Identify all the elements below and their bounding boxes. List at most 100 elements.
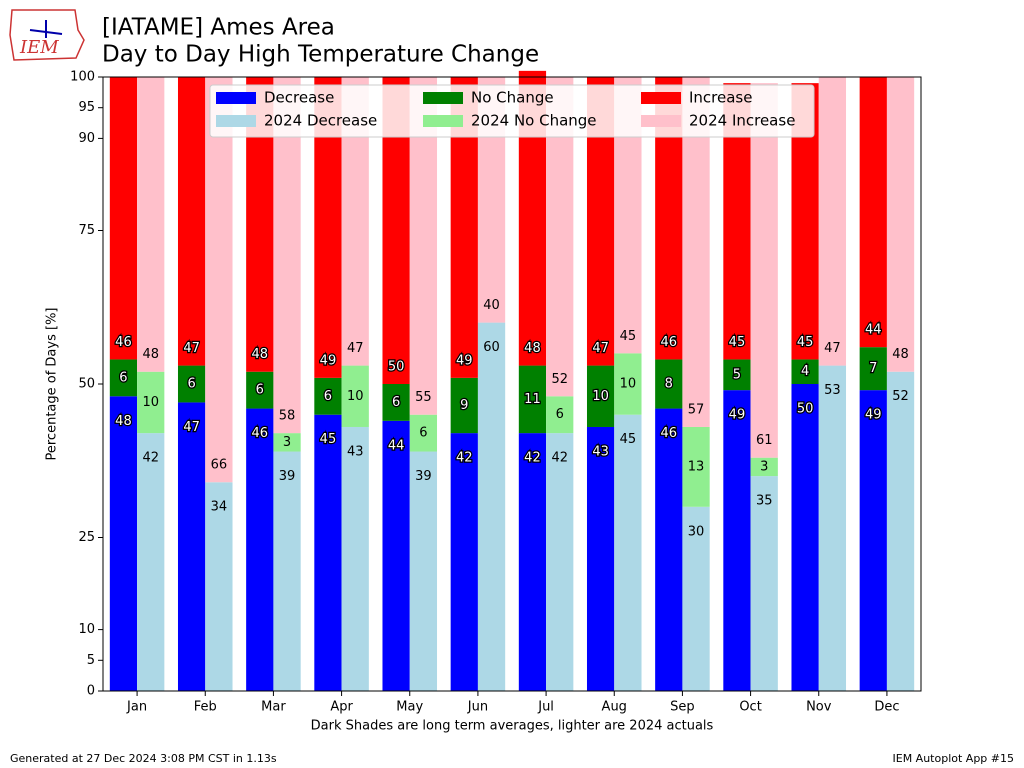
x-tick-label: Jun [467,700,488,715]
bar-segment [586,365,615,427]
data-label: 46 [661,335,678,350]
bar-segment [682,426,710,507]
legend-swatch [216,92,256,104]
y-tick-label: 95 [78,100,95,115]
legend: Decrease 2024 Decrease No Change 2024 No Ch… [209,84,815,138]
data-label: 13 [688,459,705,474]
bar-segment [137,371,165,434]
bar-segment [273,451,301,691]
y-tick-label: 100 [70,70,95,85]
data-label: 6 [556,407,564,422]
bar-segment [450,433,478,691]
plot-area: 05102550759095100Jan48646421048Feb476473… [70,70,915,715]
legend-swatch [423,115,463,127]
data-label: 11 [524,392,541,407]
data-label: 55 [415,390,432,405]
data-label: 45 [320,432,337,447]
bar-segment [137,77,165,372]
data-label: 47 [183,420,200,435]
footer-right: IEM Autoplot App #15 [893,752,1015,765]
bar-segment [750,457,778,477]
x-tick-label: May [396,700,423,715]
data-label: 48 [252,347,269,362]
x-tick-label: Nov [806,700,832,715]
data-label: 10 [620,377,637,392]
x-tick-label: Sep [670,700,695,715]
bar-segment [518,433,547,691]
data-label: 10 [592,389,609,404]
data-label: 66 [211,458,228,473]
data-label: 8 [665,377,673,392]
bar-segment [750,83,778,458]
data-label: 6 [187,377,195,392]
legend-text: Increase [689,89,752,107]
data-label: 6 [119,370,127,385]
data-label: 6 [419,426,427,441]
bar-segment [886,77,915,372]
x-tick-label: Mar [261,700,286,715]
bar-segment [723,390,751,691]
data-label: 48 [115,414,132,429]
x-tick-label: Feb [194,700,217,715]
bar-segment [586,426,615,691]
data-label: 10 [347,389,364,404]
bar-segment [246,371,274,409]
data-label: 57 [688,402,705,417]
data-label: 45 [729,335,746,350]
legend-text: 2024 No Change [471,112,597,130]
bar-segment [450,377,478,434]
data-label: 3 [283,435,291,450]
y-tick-label: 5 [87,653,95,668]
data-label: 46 [115,335,132,350]
y-tick-label: 75 [78,223,95,238]
bar-segment [791,359,819,384]
legend-text: 2024 Increase [689,112,795,130]
x-tick-label: Aug [602,700,627,715]
bar-segment [859,390,887,691]
chart-subtitle: Day to Day High Temperature Change [102,42,539,68]
data-label: 4 [801,364,809,379]
logo-text: IEM [19,37,59,58]
footer-left: Generated at 27 Dec 2024 3:08 PM CST in … [10,752,277,765]
bar-segment [655,359,683,409]
data-label: 6 [392,395,400,410]
data-label: 34 [211,500,228,515]
legend-text: 2024 Decrease [264,112,377,130]
bar-segment [546,396,574,434]
data-label: 5 [733,367,741,382]
bar-segment [655,408,683,691]
bar-segment [682,506,710,691]
legend-text: Decrease [264,89,334,107]
bar-segment [791,384,819,691]
bar-segment [859,77,887,348]
bar-segment [137,433,165,691]
axes-frame [102,76,922,692]
bar-segment [818,77,847,366]
data-label: 47 [347,341,364,356]
x-tick-label: Oct [739,700,761,715]
y-axis-label: Percentage of Days [%] [45,308,60,461]
bar-segment [177,365,206,403]
data-label: 50 [388,360,405,375]
data-label: 47 [824,341,841,356]
bar-segment [382,420,410,691]
bar-segment [273,433,301,452]
x-axis-label: Dark Shades are long term averages, ligh… [311,719,714,734]
data-label: 43 [592,444,609,459]
data-label: 42 [142,451,159,466]
data-label: 42 [456,451,473,466]
data-label: 49 [456,353,473,368]
data-label: 44 [388,438,405,453]
bar-segment [341,365,369,427]
legend-swatch [216,115,256,127]
data-label: 61 [756,433,773,448]
y-tick-label: 90 [78,131,95,146]
bar-segment [614,353,642,415]
data-label: 48 [524,341,541,356]
data-label: 46 [252,426,269,441]
chart-title: [IATAME] Ames Area [102,15,335,41]
bar-segment [109,396,138,691]
data-label: 49 [865,408,882,423]
bar-segment [341,426,369,691]
data-label: 44 [865,323,882,338]
